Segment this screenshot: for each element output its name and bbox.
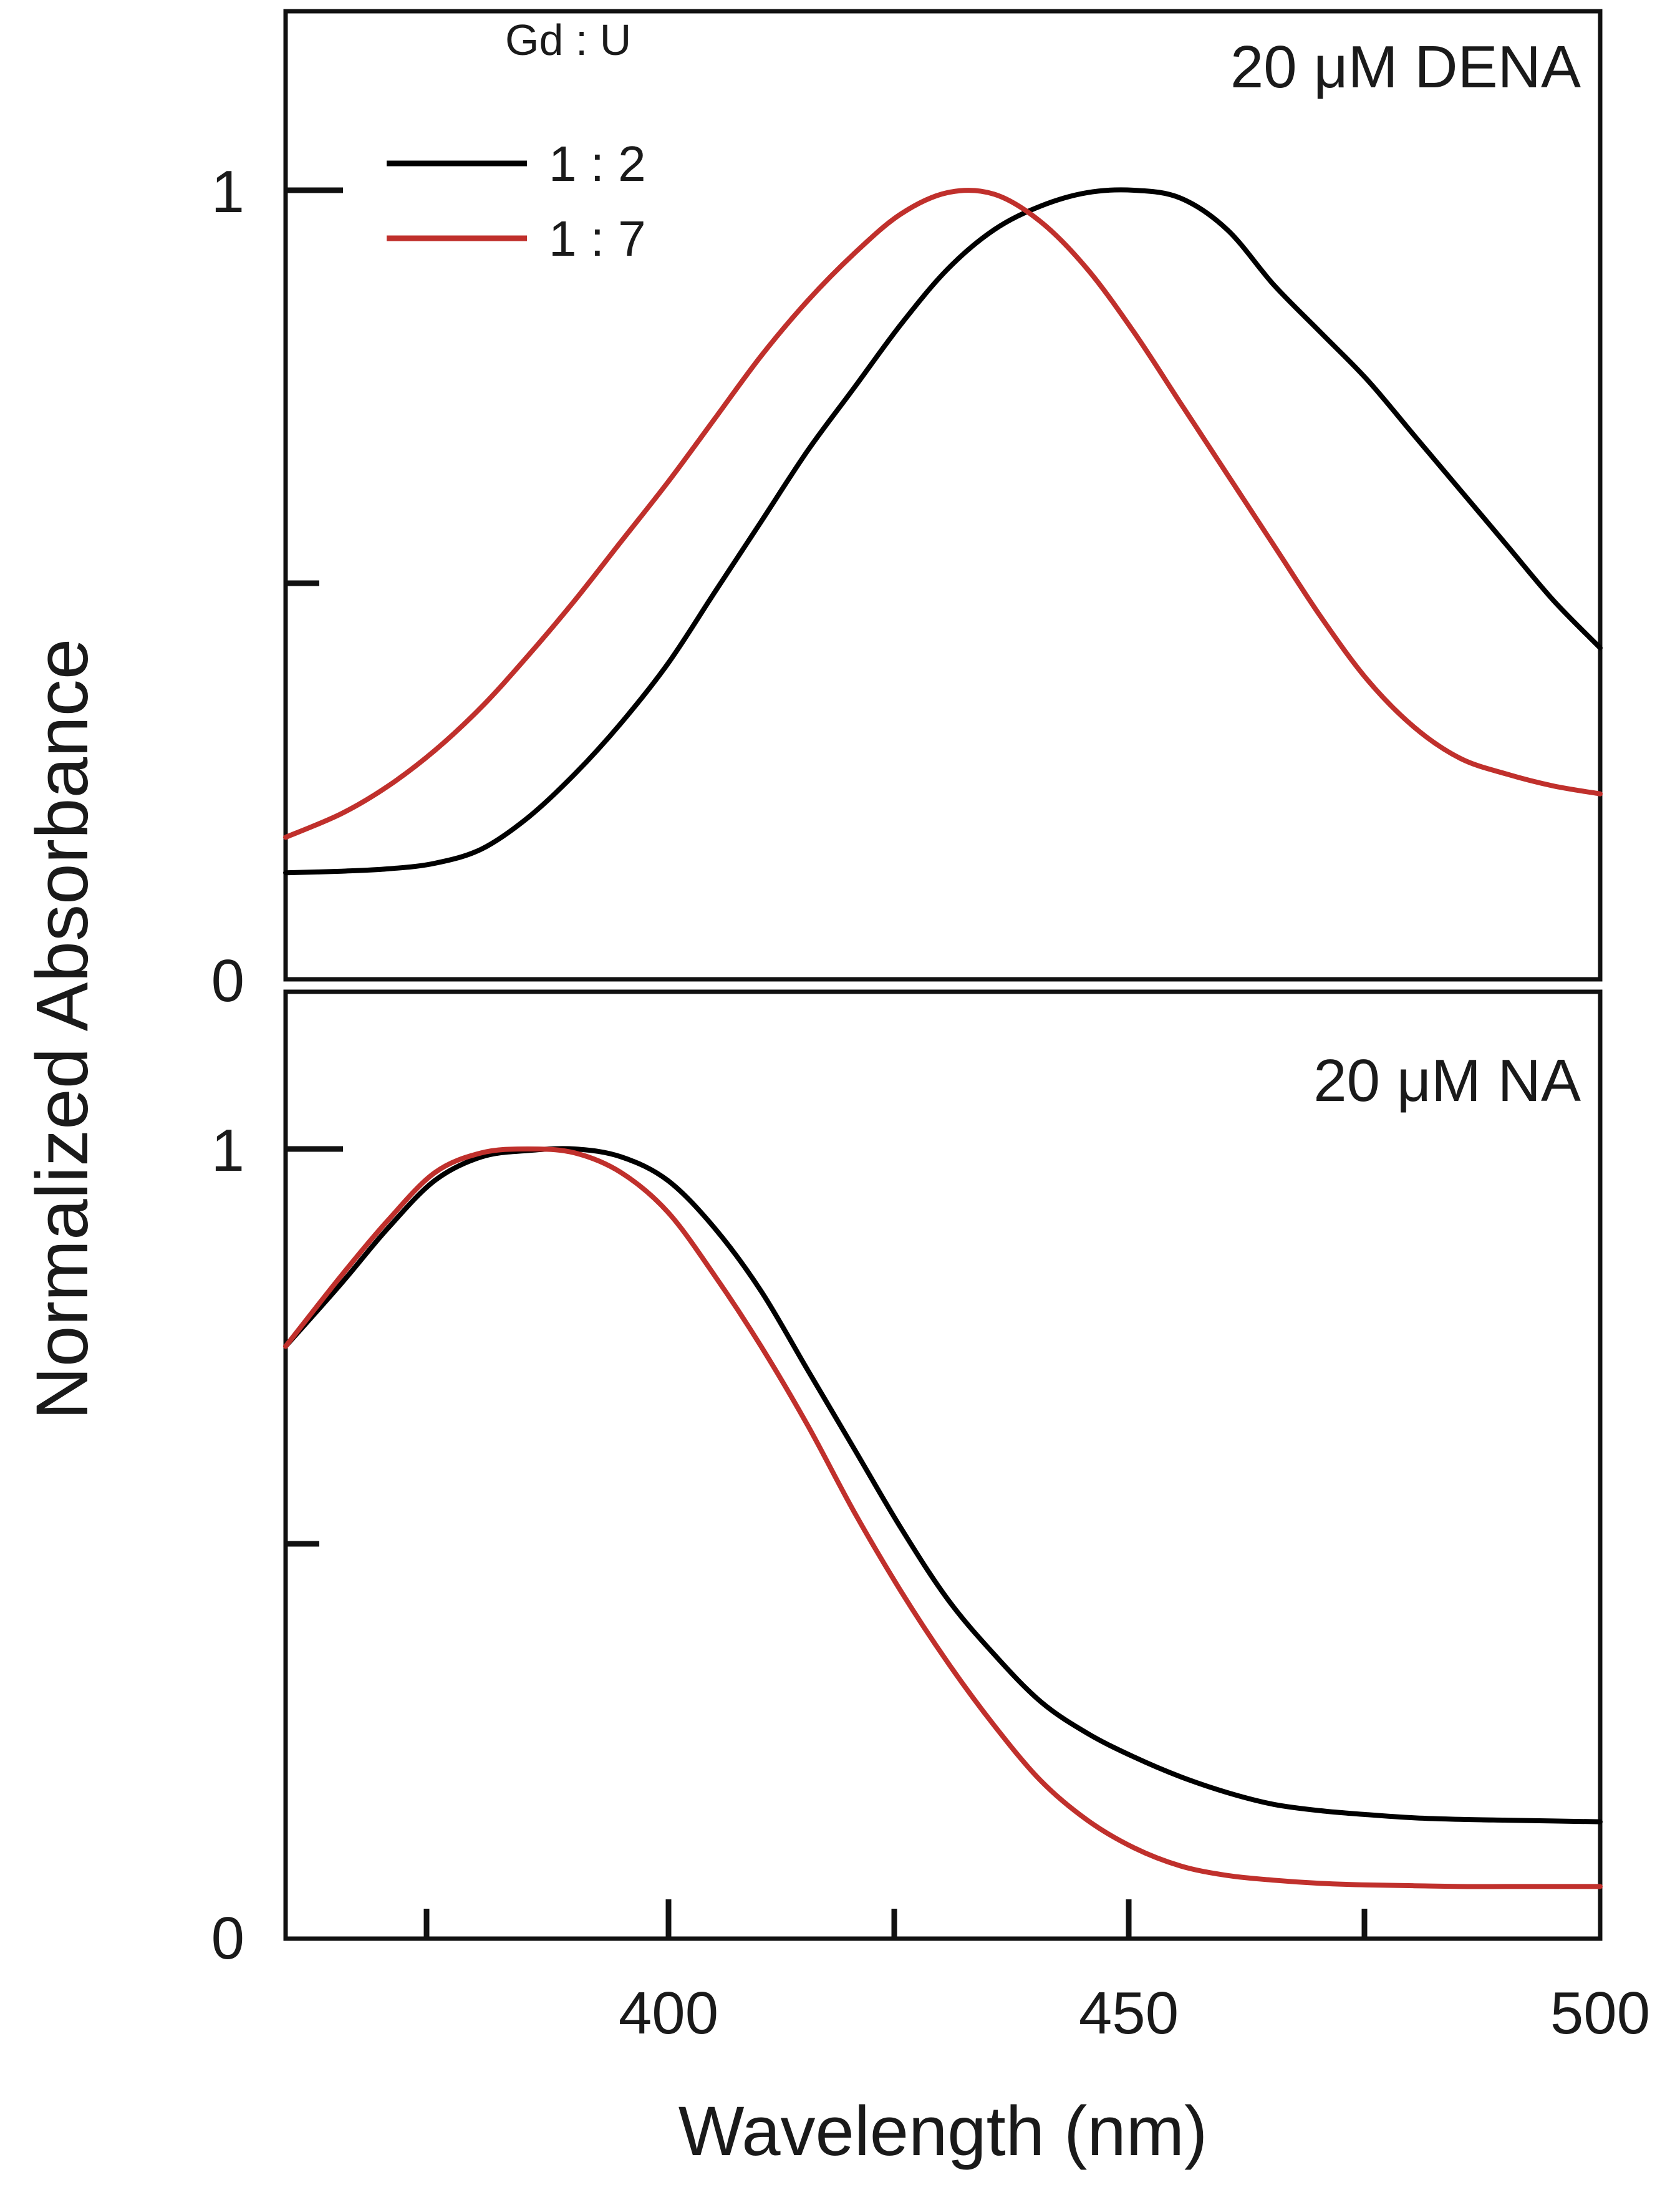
xtick-label-400: 400 (619, 1980, 718, 2047)
legend-label-1-2: 1 : 2 (549, 136, 646, 191)
legend: Gd : U 1 : 2 1 : 7 (387, 16, 646, 266)
legend-label-1-7: 1 : 7 (549, 211, 646, 266)
top-series-line-1-7 (283, 188, 1603, 840)
top-series-group (283, 187, 1603, 876)
legend-title: Gd : U (505, 16, 631, 64)
top-panel: 1 0 20 μM DENA Gd : U 1 : 2 1 : 7 (211, 9, 1603, 1014)
top-panel-frame (283, 9, 1603, 982)
bottom-ytick-label-0: 0 (211, 1905, 244, 1972)
x-axis-label: Wavelength (nm) (678, 2092, 1208, 2170)
bottom-panel-frame (283, 989, 1603, 1941)
bottom-series-line-1-7 (283, 1146, 1603, 1889)
top-ytick-label-0: 0 (211, 947, 244, 1014)
xtick-label-450: 450 (1079, 1980, 1179, 2047)
bottom-annotation: 20 μM NA (1313, 1047, 1581, 1114)
top-annotation: 20 μM DENA (1230, 34, 1581, 100)
top-ytick-label-1: 1 (211, 158, 244, 225)
bottom-series-group (283, 1146, 1603, 1889)
xtick-label-500: 500 (1550, 1980, 1650, 2047)
bottom-ytick-label-1: 1 (211, 1117, 244, 1184)
bottom-panel: 1 0 20 μM NA 400 450 500 Wavelength (nm) (211, 989, 1650, 2170)
top-series-line-1-2 (283, 187, 1603, 876)
bottom-series-line-1-2 (283, 1146, 1603, 1824)
y-axis-label: Normalized Absorbance (21, 639, 104, 1420)
